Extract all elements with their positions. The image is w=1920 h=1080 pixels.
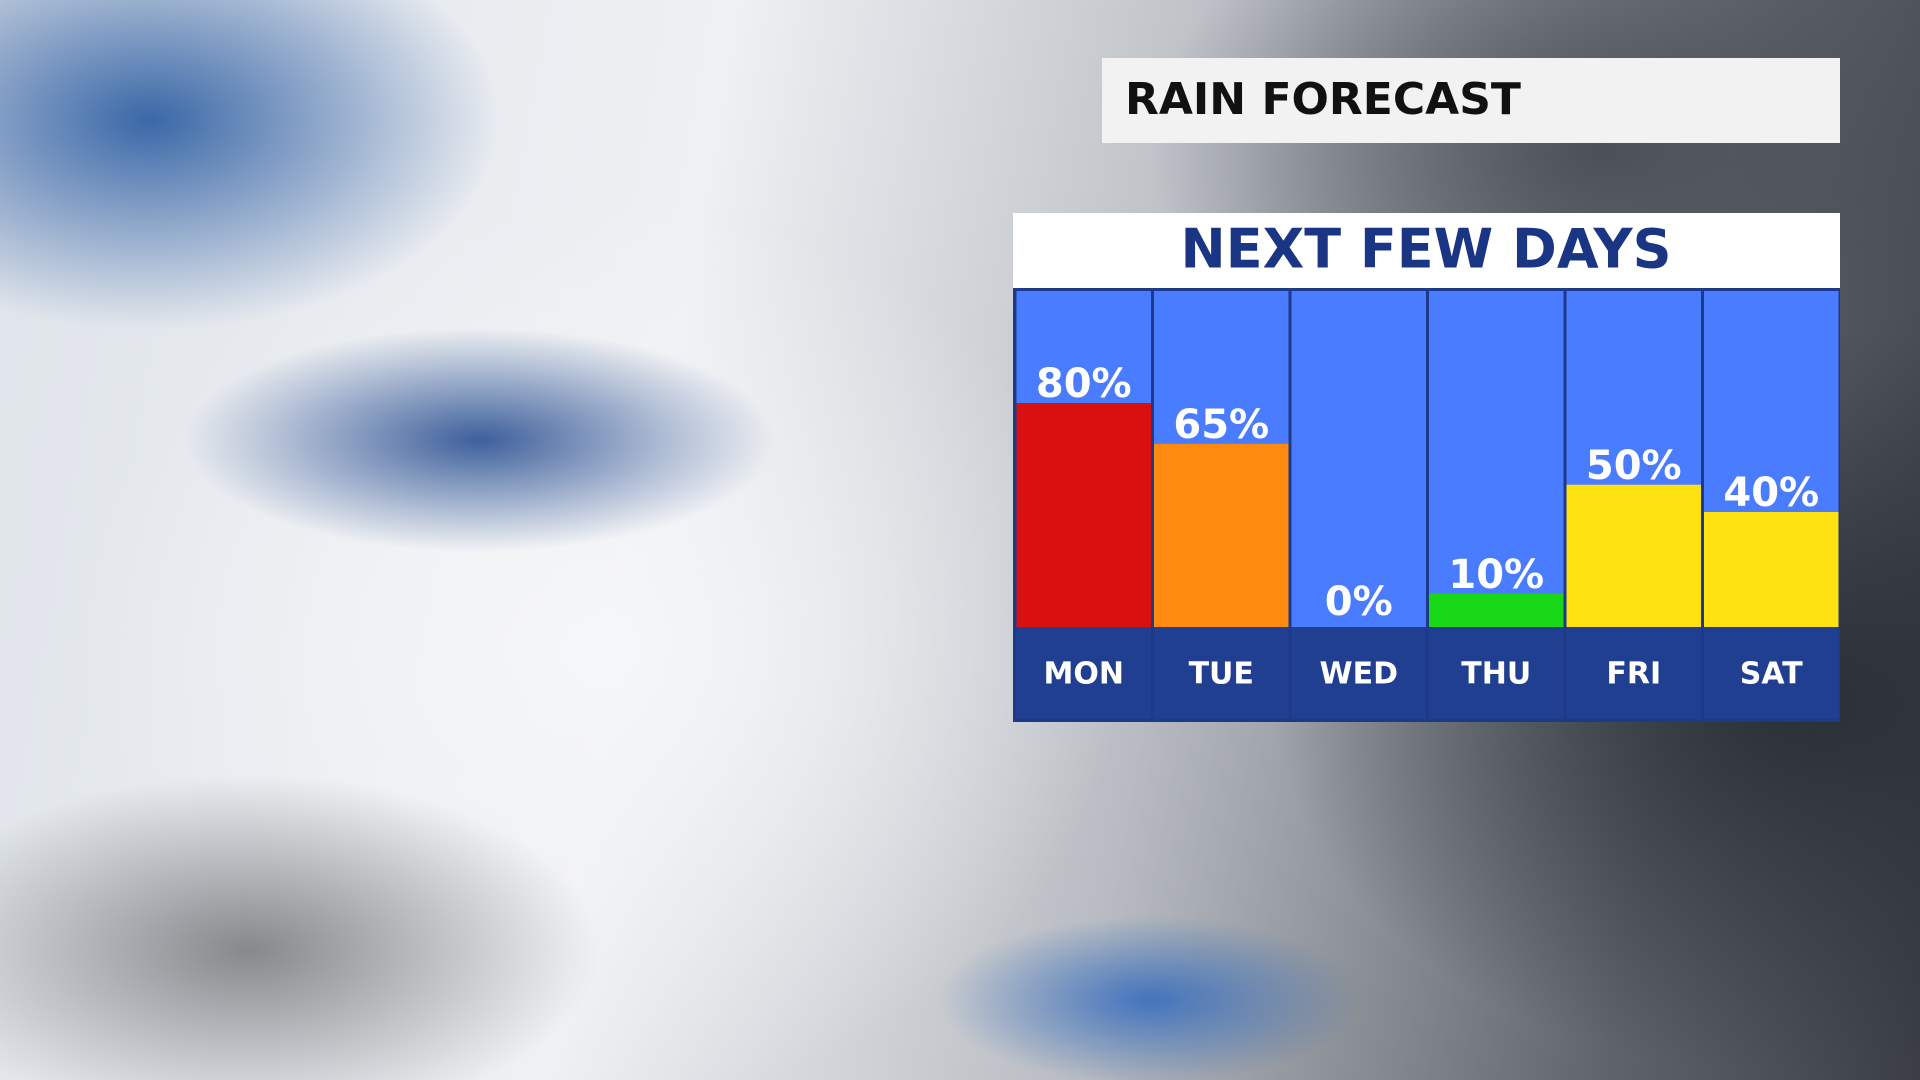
day-band	[1566, 627, 1701, 719]
x-tick-label: SAT	[1740, 657, 1803, 692]
day-band	[1291, 627, 1426, 719]
day-band	[1704, 627, 1839, 719]
x-tick-label: TUE	[1189, 657, 1254, 692]
x-tick-label: THU	[1461, 657, 1531, 692]
value-label: 0%	[1325, 579, 1393, 625]
bar	[1016, 403, 1151, 627]
value-label: 80%	[1036, 361, 1132, 407]
header-box	[1102, 58, 1840, 143]
x-tick-label: WED	[1320, 657, 1399, 692]
bar	[1566, 484, 1701, 627]
value-label: 40%	[1723, 470, 1819, 516]
chart-title: NEXT FEW DAYS	[1181, 218, 1672, 281]
x-tick-label: FRI	[1606, 657, 1661, 692]
day-band	[1429, 627, 1564, 719]
x-tick-label: MON	[1044, 657, 1124, 692]
header-title: RAIN FORECAST	[1125, 74, 1521, 125]
bar	[1704, 512, 1839, 627]
bar	[1154, 443, 1289, 627]
value-label: 10%	[1448, 552, 1544, 598]
chart-title-box	[1013, 213, 1840, 288]
column-background	[1291, 291, 1426, 627]
bar	[1429, 593, 1564, 627]
value-label: 50%	[1586, 443, 1682, 489]
day-band	[1016, 627, 1151, 719]
column-background	[1429, 291, 1564, 627]
day-band	[1154, 627, 1289, 719]
value-label: 65%	[1173, 402, 1269, 448]
